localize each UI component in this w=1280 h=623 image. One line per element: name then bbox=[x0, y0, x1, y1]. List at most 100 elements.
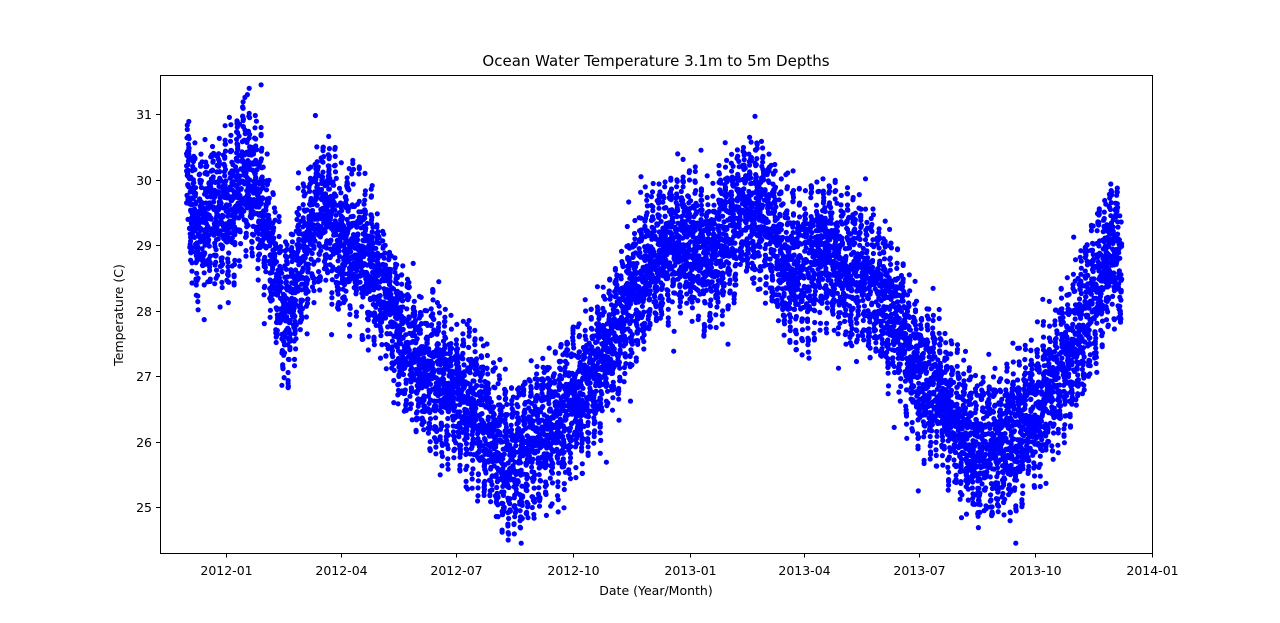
data-point bbox=[260, 164, 266, 170]
data-point bbox=[506, 515, 512, 522]
data-point bbox=[604, 381, 610, 387]
data-point bbox=[497, 357, 503, 363]
data-point bbox=[483, 470, 489, 476]
data-point bbox=[443, 335, 449, 341]
data-point bbox=[350, 181, 356, 187]
data-point bbox=[272, 217, 278, 223]
data-point bbox=[347, 322, 353, 328]
data-point bbox=[585, 419, 591, 425]
data-point bbox=[259, 145, 265, 151]
data-point bbox=[255, 257, 261, 263]
data-point bbox=[295, 212, 302, 218]
data-point bbox=[558, 358, 564, 364]
data-point bbox=[592, 419, 598, 425]
data-point bbox=[262, 264, 268, 270]
data-point bbox=[202, 250, 208, 256]
data-point bbox=[226, 202, 232, 208]
data-point bbox=[278, 248, 284, 254]
data-point bbox=[300, 202, 306, 208]
data-point bbox=[543, 491, 549, 497]
data-point bbox=[484, 365, 490, 371]
data-point bbox=[304, 331, 310, 337]
data-point bbox=[392, 255, 398, 261]
data-point bbox=[430, 360, 436, 366]
data-point bbox=[276, 213, 282, 220]
data-point bbox=[331, 182, 337, 188]
data-point bbox=[276, 218, 282, 225]
data-point bbox=[424, 308, 430, 314]
data-point bbox=[276, 233, 282, 240]
data-point bbox=[326, 166, 332, 173]
data-point bbox=[286, 356, 292, 363]
data-point bbox=[481, 492, 487, 498]
data-point bbox=[531, 485, 537, 491]
data-point bbox=[412, 311, 418, 318]
data-point bbox=[520, 493, 526, 499]
data-point bbox=[587, 380, 593, 386]
data-point bbox=[186, 118, 192, 125]
data-point bbox=[207, 276, 213, 282]
data-point bbox=[427, 416, 434, 422]
data-point bbox=[369, 229, 375, 235]
data-point bbox=[236, 133, 242, 139]
data-point bbox=[185, 167, 191, 173]
data-point bbox=[521, 386, 527, 392]
data-point bbox=[262, 258, 268, 264]
data-point bbox=[209, 143, 216, 150]
data-point bbox=[383, 366, 389, 372]
data-point bbox=[314, 144, 320, 150]
data-point bbox=[400, 263, 406, 269]
data-point bbox=[573, 465, 579, 471]
data-point bbox=[317, 287, 323, 293]
data-point bbox=[444, 423, 450, 429]
data-point bbox=[333, 175, 339, 181]
data-point bbox=[524, 509, 530, 515]
data-point bbox=[482, 478, 488, 484]
data-point bbox=[329, 295, 335, 301]
data-point bbox=[197, 171, 203, 177]
data-point bbox=[565, 347, 571, 353]
data-point bbox=[475, 478, 481, 484]
data-point bbox=[627, 398, 634, 404]
data-point bbox=[193, 185, 199, 191]
data-point bbox=[445, 456, 451, 462]
data-point bbox=[196, 250, 202, 256]
data-point bbox=[199, 246, 205, 252]
data-point bbox=[465, 486, 471, 492]
data-point bbox=[531, 515, 537, 521]
data-point bbox=[243, 253, 249, 259]
data-point bbox=[219, 269, 225, 275]
data-point bbox=[188, 238, 194, 244]
data-point bbox=[217, 304, 223, 310]
data-point bbox=[377, 355, 384, 361]
data-point bbox=[213, 252, 219, 258]
data-point bbox=[453, 337, 459, 343]
data-point bbox=[564, 361, 570, 367]
data-point bbox=[291, 356, 298, 362]
data-point bbox=[475, 493, 481, 499]
data-point bbox=[471, 378, 477, 384]
data-point bbox=[436, 321, 442, 327]
data-point bbox=[505, 521, 511, 527]
data-point bbox=[474, 356, 480, 362]
data-point bbox=[296, 228, 302, 234]
data-point bbox=[258, 82, 264, 88]
data-point bbox=[247, 115, 253, 121]
data-point bbox=[239, 213, 245, 219]
data-point bbox=[240, 99, 246, 105]
data-point bbox=[216, 151, 222, 157]
data-point bbox=[430, 311, 436, 317]
data-point bbox=[406, 284, 412, 290]
data-point bbox=[277, 244, 284, 250]
data-point bbox=[474, 362, 480, 368]
data-point bbox=[525, 515, 531, 521]
data-point bbox=[382, 250, 388, 256]
data-point bbox=[469, 476, 475, 482]
data-point bbox=[272, 242, 279, 248]
data-point bbox=[402, 387, 408, 393]
data-point bbox=[220, 261, 226, 267]
data-points bbox=[184, 82, 1125, 546]
data-point bbox=[442, 306, 448, 312]
data-point bbox=[538, 478, 544, 484]
data-point bbox=[399, 298, 406, 304]
